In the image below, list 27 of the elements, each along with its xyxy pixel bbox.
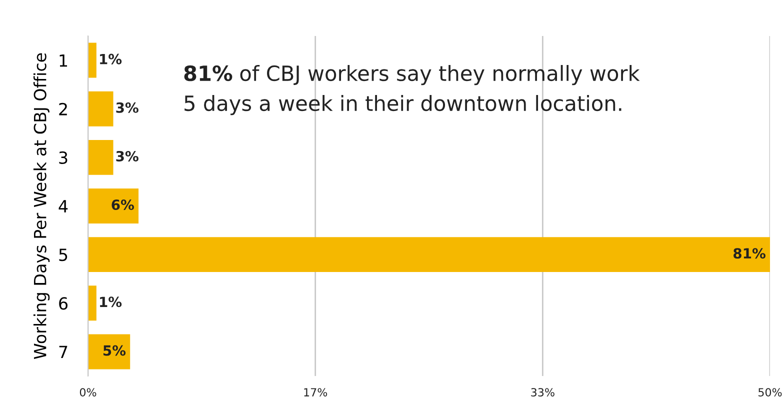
bar xyxy=(88,91,114,126)
data-label: 5% xyxy=(104,345,126,356)
text: 0% xyxy=(80,388,96,396)
bar xyxy=(88,42,96,78)
text: 50% xyxy=(758,388,782,396)
text: 17% xyxy=(304,388,328,396)
annotation: 81% of CBJ workers say they normally work 5 days a week in their downtown location. xyxy=(184,65,640,116)
bar xyxy=(88,188,139,224)
y-tick-label: 1 xyxy=(60,54,68,67)
bar xyxy=(88,140,114,175)
data-label: 3% xyxy=(116,150,138,162)
data-label: 1% xyxy=(100,54,122,64)
data-label: 3% xyxy=(116,102,138,113)
text: 33% xyxy=(531,388,554,396)
y-tick-label: 6 xyxy=(59,297,68,310)
bar xyxy=(88,334,130,370)
y-tick-label: 5 xyxy=(59,248,68,262)
bar xyxy=(88,237,770,272)
y-axis-title: Working Days Per Week at CBJ Office xyxy=(33,53,50,360)
y-tick-label: 4 xyxy=(58,200,68,212)
y-tick-label: 2 xyxy=(59,102,67,116)
y-tick-label: 7 xyxy=(59,346,68,358)
data-label: 6% xyxy=(112,200,134,210)
data-label: 1% xyxy=(100,296,122,308)
bar xyxy=(88,286,96,321)
y-tick-label: 3 xyxy=(59,151,68,164)
data-label: 81% xyxy=(734,248,766,259)
